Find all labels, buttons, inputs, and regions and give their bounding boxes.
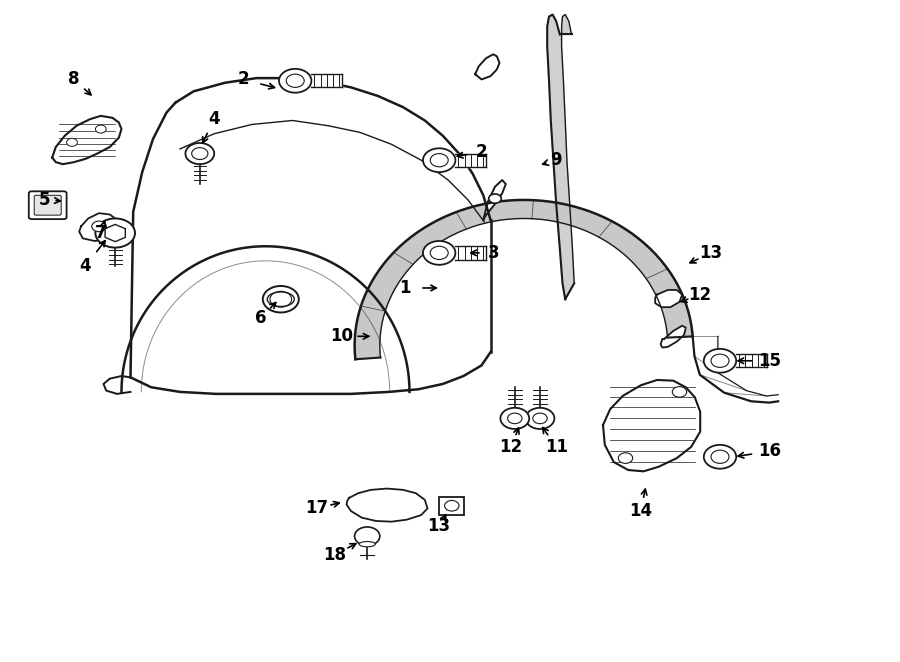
Polygon shape	[105, 224, 125, 242]
Text: 6: 6	[256, 308, 266, 327]
Polygon shape	[475, 54, 500, 79]
Circle shape	[618, 453, 633, 463]
Text: 12: 12	[500, 438, 523, 456]
Polygon shape	[483, 180, 506, 220]
Circle shape	[92, 221, 106, 232]
Text: 4: 4	[80, 257, 91, 275]
Polygon shape	[547, 15, 574, 299]
Circle shape	[192, 148, 208, 160]
Circle shape	[711, 354, 729, 367]
Text: 12: 12	[688, 285, 712, 304]
Text: 7: 7	[95, 224, 106, 242]
Circle shape	[430, 246, 448, 260]
Text: 8: 8	[68, 70, 79, 89]
Circle shape	[423, 241, 455, 265]
Text: 2: 2	[238, 70, 248, 89]
Circle shape	[711, 450, 729, 463]
Polygon shape	[603, 380, 700, 471]
Text: 10: 10	[330, 327, 354, 346]
Polygon shape	[455, 154, 486, 167]
Polygon shape	[736, 354, 767, 367]
Polygon shape	[661, 326, 686, 348]
Circle shape	[672, 387, 687, 397]
Polygon shape	[355, 200, 693, 359]
Circle shape	[67, 138, 77, 146]
Circle shape	[423, 148, 455, 172]
Circle shape	[489, 194, 501, 203]
Text: 14: 14	[629, 502, 652, 520]
Circle shape	[95, 125, 106, 133]
Circle shape	[533, 413, 547, 424]
Circle shape	[500, 408, 529, 429]
Polygon shape	[52, 116, 122, 164]
Polygon shape	[130, 78, 490, 394]
Circle shape	[263, 286, 299, 312]
Text: 5: 5	[40, 191, 50, 209]
Text: 11: 11	[544, 438, 568, 456]
Text: 16: 16	[758, 442, 781, 461]
Circle shape	[270, 291, 292, 307]
Polygon shape	[311, 74, 342, 87]
Text: 4: 4	[209, 110, 220, 128]
Text: 3: 3	[488, 244, 499, 262]
Polygon shape	[104, 376, 130, 394]
Ellipse shape	[359, 542, 375, 547]
Circle shape	[279, 69, 311, 93]
FancyBboxPatch shape	[29, 191, 67, 219]
Circle shape	[445, 500, 459, 511]
Polygon shape	[455, 246, 486, 260]
Circle shape	[286, 74, 304, 87]
Text: 13: 13	[428, 517, 451, 536]
Bar	[439, 496, 464, 515]
Text: 18: 18	[323, 545, 346, 564]
Text: 13: 13	[699, 244, 723, 262]
Circle shape	[430, 154, 448, 167]
FancyBboxPatch shape	[34, 195, 61, 215]
Polygon shape	[79, 213, 119, 241]
Circle shape	[185, 143, 214, 164]
Text: 15: 15	[758, 352, 781, 370]
Circle shape	[704, 349, 736, 373]
Text: 9: 9	[551, 151, 562, 169]
Text: 17: 17	[305, 499, 328, 518]
Text: 1: 1	[400, 279, 410, 297]
Circle shape	[508, 413, 522, 424]
Circle shape	[95, 218, 135, 248]
Polygon shape	[346, 489, 428, 522]
Circle shape	[526, 408, 554, 429]
Circle shape	[355, 527, 380, 545]
Circle shape	[704, 445, 736, 469]
Polygon shape	[655, 290, 682, 307]
Text: 2: 2	[476, 143, 487, 162]
